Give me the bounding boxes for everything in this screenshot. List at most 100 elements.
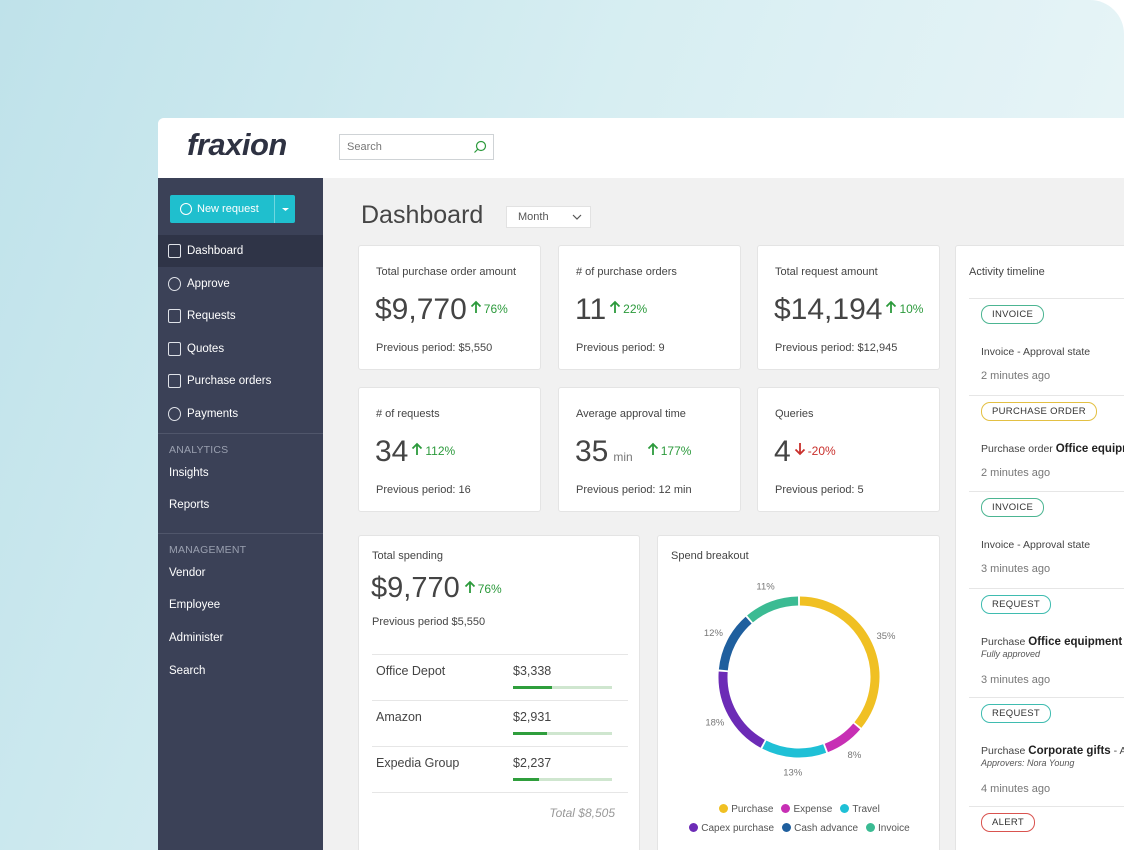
bar-track [513, 686, 612, 689]
nav-item[interactable]: Approve [158, 268, 323, 300]
legend-swatch [781, 804, 791, 813]
legend-item: Purchase [719, 804, 773, 815]
bar-fill [513, 686, 552, 689]
activity-text: Purchase order Office equipment [981, 443, 1124, 455]
legend-label: Travel [852, 804, 880, 815]
vendor-amount: $2,237 [513, 756, 552, 770]
total-value: $9,770 [371, 572, 460, 604]
bar-track [513, 732, 612, 735]
nav-label: Requests [187, 310, 236, 323]
total-change-value: 76% [477, 582, 502, 596]
kpi-change: 76% [470, 300, 508, 316]
kpi-value: $9,770 [375, 293, 467, 326]
nav-item[interactable]: Payments [158, 398, 323, 430]
kpi-value: 34 [375, 435, 409, 468]
badge[interactable]: REQUEST [981, 703, 1052, 723]
activity-sub: Fully approved [981, 648, 1041, 659]
kpi-value: 35 [575, 435, 609, 468]
spend-breakout-card: Spend breakout 35% 8% 13% 18% 12% 11% Purchase E… [657, 535, 940, 850]
nav-item[interactable]: Search [169, 664, 206, 677]
period-select[interactable]: Month [506, 206, 591, 228]
nav-item[interactable]: Employee [169, 599, 221, 612]
activity-time: 2 minutes ago [981, 466, 1051, 479]
donut-chart: 35% 8% 13% 18% 12% 11% [704, 582, 896, 779]
logo[interactable]: fraxion [187, 127, 287, 162]
activity-card: Activity timeline INVOICE Invoice - Approv… [955, 245, 1124, 850]
activity-text: Invoice - Approval state [981, 346, 1090, 358]
nav-label: Approve [187, 277, 230, 290]
kpi-card: # of purchase orders 11 22% Previous period… [558, 245, 741, 370]
badge[interactable]: PURCHASE ORDER [981, 401, 1097, 421]
kpi-change: 177% [647, 442, 691, 458]
kpi-card: Average approval time 35 min 177% Previous p… [558, 387, 741, 512]
kpi-change: 112% [411, 442, 455, 458]
activity-description: Invoice - Approval state [981, 346, 1091, 358]
nav-item[interactable]: Vendor [169, 566, 206, 579]
activity-sub: Approvers: Nora Young [981, 757, 1075, 768]
divider [969, 587, 1124, 589]
nav-item[interactable]: Requests [158, 300, 323, 332]
kpi-unit: min [613, 450, 633, 464]
donut-segment [747, 596, 799, 623]
search-placeholder: Search [347, 141, 382, 153]
badge[interactable]: REQUEST [981, 594, 1052, 614]
segment-label: 13% [783, 767, 803, 778]
kpi-card: Queries 4 -20% Previous period: 5 [757, 387, 940, 512]
activity-description: Purchase order [981, 442, 1053, 455]
legend-swatch [689, 823, 699, 832]
activity-description: Purchase [981, 635, 1026, 648]
activity-tail: - A [1113, 744, 1124, 757]
segment-label: 35% [876, 631, 896, 642]
activity-subject: Corporate gifts [1028, 744, 1111, 757]
activity-description: Purchase [981, 744, 1026, 757]
bar-fill [513, 732, 548, 735]
vendor-amount: $3,338 [513, 664, 552, 678]
legend-row: Capex purchase Cash advance Invoice [658, 823, 941, 834]
new-request-button[interactable]: New request [170, 195, 295, 223]
nav-item[interactable]: Dashboard [158, 235, 323, 267]
donut-segment [799, 596, 880, 728]
kpi-value: $14,194 [774, 293, 883, 326]
badge[interactable]: ALERT [981, 812, 1035, 832]
search-box[interactable]: Search [339, 134, 494, 160]
kpi-card: Total purchase order amount $9,770 76% Prev… [358, 245, 541, 370]
kpi-value-row: 11 22% [575, 293, 647, 327]
nav-item[interactable]: Insights [169, 466, 209, 479]
legend-item: Invoice [866, 823, 910, 834]
card-title: Activity timeline [969, 266, 1045, 278]
nav-item[interactable]: Purchase orders [158, 365, 323, 397]
row-divider [372, 792, 628, 793]
divider [969, 696, 1124, 698]
badge[interactable]: INVOICE [981, 498, 1045, 517]
arrow-path [886, 300, 897, 313]
kpi-value-row: 34 112% [375, 435, 455, 469]
total-previous: Previous period $5,550 [372, 616, 486, 628]
badge[interactable]: INVOICE [981, 305, 1045, 324]
arrow-up [412, 442, 423, 455]
button-label: New request [197, 203, 259, 215]
sidebar: New request Dashboard Approve Requests Quot… [158, 178, 323, 850]
caret [282, 208, 289, 211]
arrow-path [470, 300, 481, 313]
divider [158, 432, 323, 434]
kpi-previous: Previous period: $5,550 [376, 342, 493, 354]
nav-item[interactable]: Reports [169, 499, 210, 512]
kpi-change: 10% [885, 300, 923, 316]
legend-label: Cash advance [794, 823, 859, 834]
main: Dashboard Month Total purchase order amo… [323, 178, 1124, 850]
arrow-path [464, 580, 475, 593]
nav-item[interactable]: Administer [169, 632, 224, 644]
nav-label: Dashboard [187, 245, 244, 257]
header: fraxion Search [158, 118, 1124, 178]
nav-label: Payments [187, 408, 239, 420]
dropdown-toggle[interactable] [274, 195, 296, 223]
section-title: ANALYTICS [169, 443, 229, 456]
nav-icon [168, 407, 181, 421]
legend-item: Travel [840, 804, 880, 815]
kpi-value-row: 35 min 177% [575, 435, 691, 469]
arrow-up [464, 580, 475, 593]
nav-item[interactable]: Quotes [158, 333, 323, 365]
kpi-previous: Previous period: 12 min [576, 484, 692, 496]
kpi-label: # of requests [376, 408, 440, 420]
donut-segment [824, 723, 861, 753]
